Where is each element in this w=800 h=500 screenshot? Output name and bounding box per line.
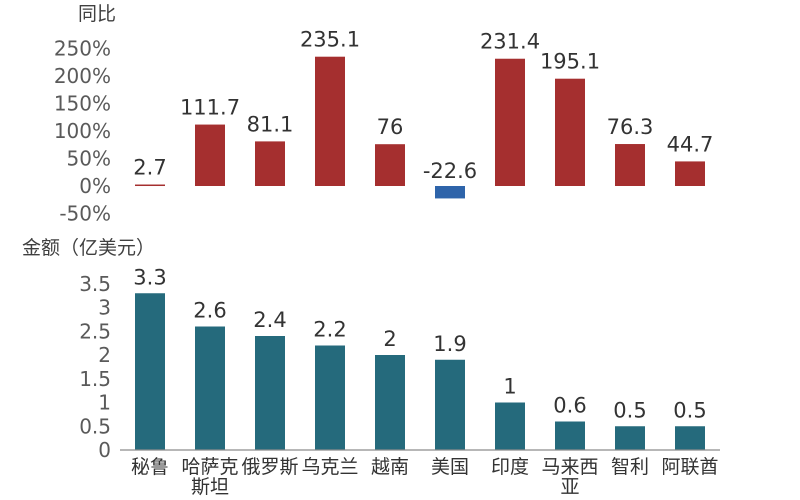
amount-tick-label: 3.5 — [79, 272, 111, 296]
yoy-tick-label: 150% — [54, 92, 111, 116]
amount-tick-label: 2.5 — [79, 319, 111, 343]
amount-data-labels: 3.3 2.6 2.4 2.2 2 1.9 1 0.6 0.5 0.5 — [133, 265, 706, 422]
amount-value-label: 1 — [503, 375, 516, 399]
yoy-value-label: 195.1 — [540, 50, 600, 74]
amount-value-label: 0.5 — [613, 398, 646, 422]
yoy-bar — [315, 56, 345, 186]
yoy-bar — [495, 58, 525, 187]
yoy-value-label: 81.1 — [247, 112, 294, 136]
yoy-tick-label: 250% — [54, 37, 111, 61]
amount-bar — [375, 355, 405, 450]
yoy-bar — [435, 186, 465, 199]
yoy-value-label: 2.7 — [133, 156, 166, 180]
country-label: 阿联酋 — [661, 456, 718, 478]
country-label: 斯坦 — [191, 476, 229, 498]
amount-chart: 金额（亿美元） 3.532.521.510.50 3.32.6 2.4 2.2 2 1.… — [22, 237, 720, 498]
amount-y-ticks: 3.532.521.510.50 — [79, 272, 111, 462]
amount-axis-title: 金额（亿美元） — [22, 237, 155, 259]
country-label: 俄罗斯 — [241, 456, 298, 478]
country-label: 智利 — [611, 456, 649, 478]
yoy-tick-label: 100% — [54, 119, 111, 143]
yoy-value-label: 44.7 — [667, 132, 714, 156]
amount-bar — [315, 345, 345, 450]
yoy-bar — [675, 161, 705, 186]
yoy-value-label: 76.3 — [607, 115, 654, 139]
amount-value-label: 2.6 — [193, 299, 226, 323]
amount-tick-label: 0.5 — [79, 414, 111, 438]
amount-value-label: 0.5 — [673, 398, 706, 422]
yoy-value-label: 231.4 — [480, 30, 540, 54]
yoy-value-label: 235.1 — [300, 28, 360, 52]
yoy-bar — [195, 124, 225, 186]
yoy-value-label: 111.7 — [180, 96, 240, 120]
yoy-tick-label: 200% — [54, 64, 111, 88]
yoy-value-label: -22.6 — [423, 159, 477, 183]
amount-bar — [435, 359, 465, 450]
yoy-tick-label: 0% — [79, 174, 111, 198]
yoy-bar — [135, 184, 165, 187]
amount-tick-label: 1 — [98, 391, 111, 415]
country-label: 越南 — [371, 456, 409, 478]
amount-bar — [615, 426, 645, 450]
country-label: 亚 — [560, 476, 579, 498]
amount-value-label: 2.4 — [253, 308, 286, 332]
amount-bars — [135, 293, 705, 450]
yoy-tick-label: 50% — [67, 147, 111, 171]
country-label: 印度 — [491, 456, 529, 478]
yoy-bar — [615, 144, 645, 186]
yoy-growth-chart: 同比 250% 200% 150% 100% 50% 0% -50% 2.7 111.7 81.… — [54, 3, 714, 226]
country-label: 秘鲁 — [131, 456, 169, 478]
amount-bar — [675, 426, 705, 450]
amount-value-label: 3.3 — [133, 265, 166, 289]
country-label: 哈萨克 — [181, 456, 238, 478]
amount-tick-label: 2 — [98, 343, 111, 367]
amount-bar — [555, 421, 585, 450]
country-label: 乌克兰 — [301, 456, 358, 478]
amount-value-label: 1.9 — [433, 332, 466, 356]
yoy-bar — [255, 141, 285, 186]
yoy-y-ticks: 250% 200% 150% 100% 50% 0% -50% — [54, 37, 111, 226]
amount-value-label: 0.6 — [553, 394, 586, 418]
yoy-bar — [555, 78, 585, 186]
amount-tick-label: 1.5 — [79, 367, 111, 391]
yoy-bar — [375, 144, 405, 186]
yoy-axis-title: 同比 — [78, 3, 116, 25]
amount-value-label: 2.2 — [313, 318, 346, 342]
amount-tick-label: 0 — [98, 438, 111, 462]
country-label: 马来西 — [541, 456, 598, 478]
amount-value-label: 2 — [383, 327, 396, 351]
amount-bar — [495, 402, 525, 450]
amount-bar — [135, 293, 165, 450]
yoy-bars — [135, 56, 705, 199]
amount-bar — [195, 326, 225, 450]
yoy-value-label: 76 — [377, 115, 404, 139]
country-label: 美国 — [431, 456, 469, 478]
amount-bar — [255, 336, 285, 450]
yoy-tick-label: -50% — [59, 202, 111, 226]
amount-tick-label: 3 — [98, 296, 111, 320]
